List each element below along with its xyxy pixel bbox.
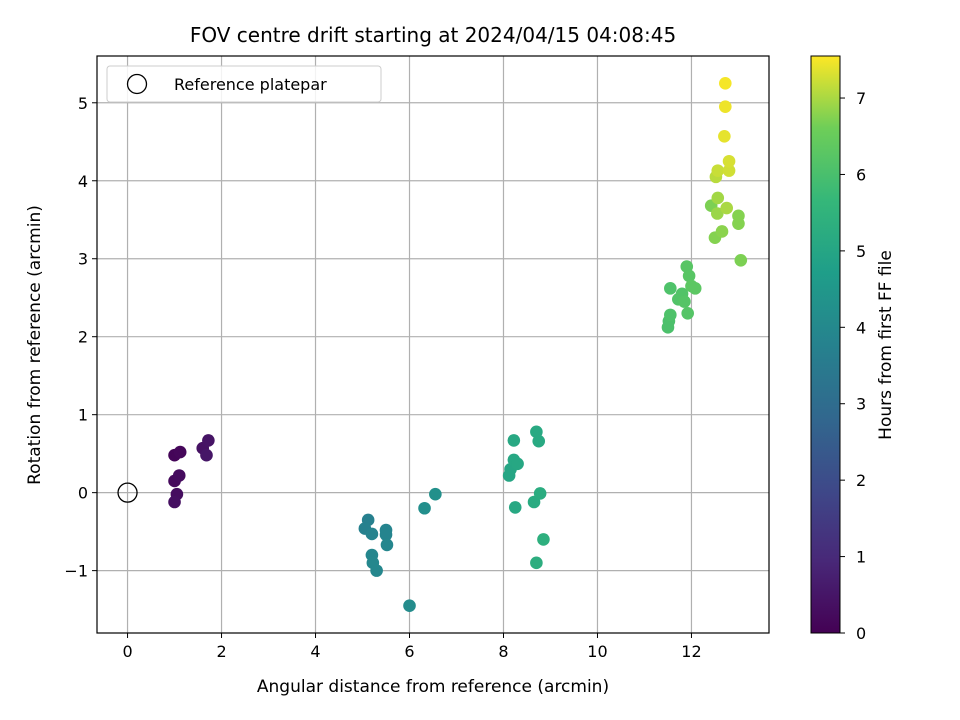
- legend-entry-label: Reference platepar: [174, 75, 327, 94]
- data-point: [511, 457, 524, 471]
- data-point: [172, 469, 186, 482]
- colorbar-tick-label: 7: [856, 89, 866, 108]
- y-tick-label: −1: [64, 562, 88, 581]
- x-tick-label: 4: [310, 642, 320, 661]
- data-point: [711, 164, 725, 177]
- data-point: [370, 564, 383, 577]
- legend-marker-icon: [126, 73, 148, 95]
- data-points: [168, 76, 748, 613]
- data-point: [722, 164, 736, 177]
- data-point: [379, 528, 393, 542]
- data-point: [173, 445, 187, 459]
- colorbar-ticks: 0 1 2 3 4 5 6 7: [840, 89, 866, 643]
- x-tick-label: 2: [216, 642, 226, 661]
- x-tick-label: 0: [122, 642, 132, 661]
- x-tick-label: 6: [404, 642, 414, 661]
- data-point: [711, 207, 724, 220]
- y-axis-ticks: −1 0 1 2 3 4 5: [64, 94, 97, 581]
- data-point: [681, 307, 695, 320]
- reference-platepar-marker: [117, 482, 138, 503]
- plot-area-frame: [96, 55, 770, 634]
- data-point: [507, 434, 521, 447]
- data-point: [732, 217, 745, 230]
- colorbar-gradient: [810, 55, 841, 634]
- colorbar-tick-label: 2: [856, 471, 866, 490]
- legend: Reference platepar: [106, 65, 382, 103]
- data-point: [202, 434, 215, 447]
- y-tick-label: 1: [78, 406, 88, 425]
- data-point: [380, 538, 394, 552]
- data-point: [718, 100, 732, 113]
- colorbar-tick-label: 4: [856, 318, 866, 337]
- colorbar-tick-label: 1: [856, 548, 866, 567]
- data-point: [722, 154, 736, 168]
- data-point: [532, 434, 546, 448]
- data-point: [688, 282, 702, 295]
- y-tick-label: 4: [78, 172, 88, 191]
- x-axis-ticks: 0 2 4 6 8 10 12: [122, 633, 702, 661]
- y-tick-label: 5: [78, 94, 88, 113]
- data-point: [537, 533, 550, 546]
- data-point: [711, 191, 725, 205]
- legend-box: [106, 65, 382, 103]
- data-point: [664, 308, 677, 322]
- y-axis-label: Rotation from reference (arcmin): [25, 205, 45, 485]
- data-point: [200, 448, 213, 462]
- data-point: [715, 225, 729, 238]
- data-point: [678, 295, 691, 308]
- x-axis-label: Angular distance from reference (arcmin): [257, 677, 609, 697]
- colorbar: 0 1 2 3 4 5 6 7 Hours from first FF file: [810, 55, 896, 643]
- data-point: [429, 487, 442, 501]
- chart-title: FOV centre drift starting at 2024/04/15 …: [190, 23, 676, 47]
- data-point: [508, 501, 522, 514]
- colorbar-tick-label: 0: [856, 624, 866, 643]
- data-point: [365, 527, 379, 541]
- data-point: [168, 495, 181, 509]
- data-point: [533, 487, 547, 500]
- data-point: [664, 282, 677, 295]
- data-point: [734, 253, 748, 267]
- data-point: [718, 130, 731, 143]
- data-point: [403, 599, 416, 613]
- y-tick-label: 2: [78, 328, 88, 347]
- data-point: [530, 556, 543, 570]
- y-tick-label: 3: [78, 250, 88, 269]
- colorbar-tick-label: 6: [856, 165, 866, 184]
- data-point: [418, 501, 431, 515]
- data-point: [720, 201, 734, 215]
- x-tick-label: 10: [587, 642, 607, 661]
- y-tick-label: 0: [78, 484, 88, 503]
- grid-lines: [97, 56, 769, 633]
- colorbar-tick-label: 3: [856, 395, 866, 414]
- colorbar-tick-label: 5: [856, 242, 866, 261]
- colorbar-label: Hours from first FF file: [876, 250, 896, 440]
- x-tick-label: 12: [681, 642, 701, 661]
- data-point: [718, 76, 732, 90]
- data-point: [682, 269, 696, 283]
- x-tick-label: 8: [498, 642, 508, 661]
